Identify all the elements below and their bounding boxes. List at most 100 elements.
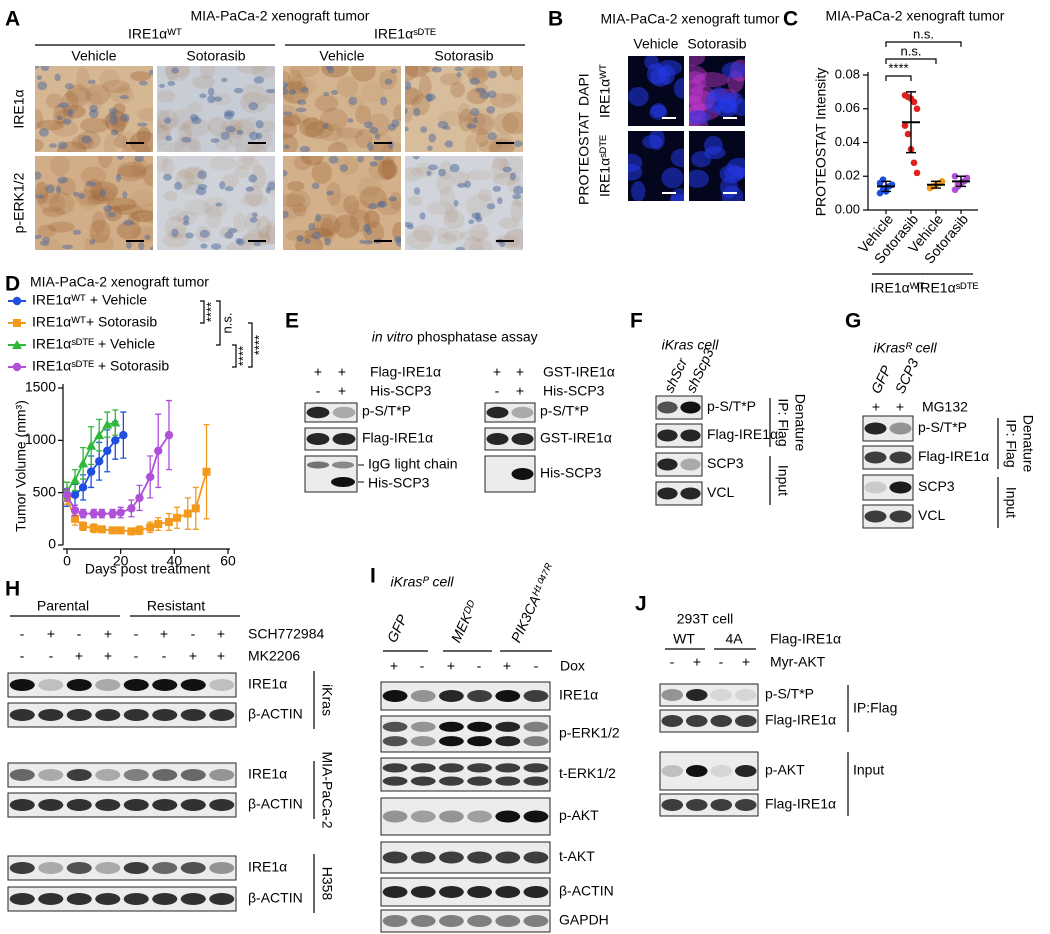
blot-label: VCL — [707, 484, 734, 500]
band — [657, 401, 678, 414]
nucleus — [369, 161, 379, 167]
marker — [116, 508, 125, 517]
sig-label: n.s. — [219, 313, 234, 334]
marker — [173, 513, 182, 522]
panel-title: 293T cell — [677, 611, 734, 627]
ihc-image — [35, 66, 153, 152]
band — [66, 769, 92, 781]
blot-label: IRE1α — [559, 687, 598, 703]
cell — [50, 120, 79, 137]
cell — [406, 229, 433, 250]
aggregate — [689, 71, 706, 93]
cell — [405, 66, 428, 79]
cell — [440, 73, 462, 86]
column-label: Vehicle — [319, 48, 364, 64]
band — [734, 765, 757, 777]
band — [95, 709, 121, 721]
fluor-image — [628, 56, 684, 126]
cell — [469, 223, 489, 242]
marker — [127, 527, 136, 536]
band — [410, 721, 436, 732]
blot-label: IRE1α — [248, 859, 287, 875]
band — [209, 679, 235, 691]
nucleus — [479, 91, 490, 99]
nucleus — [36, 75, 43, 80]
marker — [78, 509, 88, 518]
nucleus — [454, 66, 464, 72]
cell — [443, 230, 465, 242]
band — [38, 709, 64, 721]
cell — [265, 220, 275, 244]
nucleus — [363, 224, 371, 232]
lane-sign: + — [872, 399, 880, 415]
band — [685, 689, 708, 701]
cell — [76, 67, 90, 92]
cell — [426, 201, 455, 215]
panel-letter: G — [845, 310, 861, 333]
marker — [13, 319, 21, 327]
cell — [327, 141, 348, 152]
marker — [62, 490, 72, 499]
marker — [89, 524, 98, 533]
section-label: Input — [775, 465, 791, 496]
lane-sign: + — [516, 383, 524, 399]
cell — [199, 66, 216, 80]
blot-label: Flag-IRE1α — [707, 426, 778, 442]
band — [9, 862, 35, 874]
cell — [418, 75, 432, 98]
blot — [380, 797, 551, 836]
marker — [70, 475, 81, 485]
nucleus — [487, 132, 497, 141]
nucleus — [37, 81, 48, 91]
band — [152, 862, 178, 874]
nucleus — [191, 116, 202, 125]
cell — [129, 130, 153, 152]
band — [180, 769, 206, 781]
nucleus — [122, 191, 128, 199]
cell — [130, 210, 153, 223]
nucleus — [326, 190, 335, 196]
cell — [450, 81, 466, 98]
cell — [242, 232, 271, 248]
cell — [265, 89, 275, 105]
nucleus — [363, 240, 373, 245]
cell — [91, 211, 106, 234]
cell — [477, 188, 493, 202]
band — [209, 709, 235, 721]
nucleus — [328, 156, 339, 164]
nucleus — [323, 123, 329, 130]
cell — [192, 75, 215, 89]
ihc-image — [283, 66, 401, 152]
cell — [233, 165, 250, 179]
blot-label: Flag-IRE1α — [765, 712, 836, 728]
cell — [99, 69, 120, 88]
nucleus — [720, 93, 737, 114]
treatment-label: Dox — [560, 658, 585, 674]
blot — [304, 455, 358, 493]
band — [38, 893, 64, 905]
panel-title: iKras cell — [662, 337, 720, 353]
nucleus — [35, 171, 42, 180]
nucleus — [395, 238, 401, 247]
band — [439, 763, 464, 773]
nucleus — [673, 78, 684, 99]
nucleus — [283, 81, 289, 89]
blot — [380, 715, 551, 753]
cell — [35, 138, 44, 152]
blot-label: p-ERK1/2 — [559, 725, 620, 741]
band — [382, 915, 408, 927]
nucleus — [109, 107, 118, 115]
lane-sign: + — [390, 658, 398, 674]
cell — [89, 219, 111, 244]
nucleus — [72, 191, 79, 197]
blot — [380, 841, 551, 874]
nucleus — [487, 90, 497, 99]
x-axis-label: Days post treatment — [85, 561, 210, 577]
marker — [12, 296, 22, 306]
band — [657, 429, 678, 442]
band — [734, 689, 757, 701]
panel-title: MIA-PaCa-2 xenograft tumor — [191, 8, 370, 24]
marker — [110, 417, 121, 427]
cell — [413, 224, 436, 243]
x-tick-label: 40 — [167, 553, 183, 569]
